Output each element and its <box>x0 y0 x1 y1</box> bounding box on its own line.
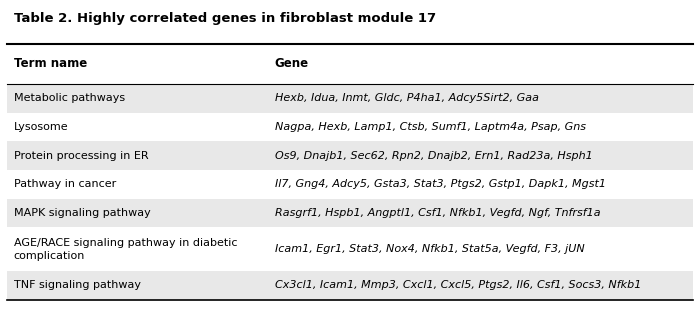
Text: Cx3cl1, Icam1, Mmp3, Cxcl1, Cxcl5, Ptgs2, Il6, Csf1, Socs3, Nfkb1: Cx3cl1, Icam1, Mmp3, Cxcl1, Cxcl5, Ptgs2… <box>274 280 641 290</box>
Text: Metabolic pathways: Metabolic pathways <box>14 94 125 104</box>
Text: Icam1, Egr1, Stat3, Nox4, Nfkb1, Stat5a, Vegfd, F3, jUN: Icam1, Egr1, Stat3, Nox4, Nfkb1, Stat5a,… <box>274 244 584 254</box>
Text: MAPK signaling pathway: MAPK signaling pathway <box>14 208 150 218</box>
Text: Rasgrf1, Hspb1, Angptl1, Csf1, Nfkb1, Vegfd, Ngf, Tnfrsf1a: Rasgrf1, Hspb1, Angptl1, Csf1, Nfkb1, Ve… <box>274 208 600 218</box>
Text: Lysosome: Lysosome <box>14 122 69 132</box>
Bar <box>7 199 693 227</box>
Text: Gene: Gene <box>274 57 309 70</box>
Text: Os9, Dnajb1, Sec62, Rpn2, Dnajb2, Ern1, Rad23a, Hsph1: Os9, Dnajb1, Sec62, Rpn2, Dnajb2, Ern1, … <box>274 151 592 161</box>
Text: Nagpa, Hexb, Lamp1, Ctsb, Sumf1, Laptm4a, Psap, Gns: Nagpa, Hexb, Lamp1, Ctsb, Sumf1, Laptm4a… <box>274 122 585 132</box>
Bar <box>7 141 693 170</box>
Bar <box>7 84 693 113</box>
Text: Protein processing in ER: Protein processing in ER <box>14 151 148 161</box>
Text: TNF signaling pathway: TNF signaling pathway <box>14 280 141 290</box>
Text: Pathway in cancer: Pathway in cancer <box>14 179 116 189</box>
Text: Il7, Gng4, Adcy5, Gsta3, Stat3, Ptgs2, Gstp1, Dapk1, Mgst1: Il7, Gng4, Adcy5, Gsta3, Stat3, Ptgs2, G… <box>274 179 606 189</box>
Bar <box>7 271 693 300</box>
Text: Hexb, Idua, Inmt, Gldc, P4ha1, Adcy5Sirt2, Gaa: Hexb, Idua, Inmt, Gldc, P4ha1, Adcy5Sirt… <box>274 94 538 104</box>
Text: AGE/RACE signaling pathway in diabetic
complication: AGE/RACE signaling pathway in diabetic c… <box>14 238 237 261</box>
Text: Table 2. Highly correlated genes in fibroblast module 17: Table 2. Highly correlated genes in fibr… <box>14 12 436 25</box>
Text: Term name: Term name <box>14 57 87 70</box>
